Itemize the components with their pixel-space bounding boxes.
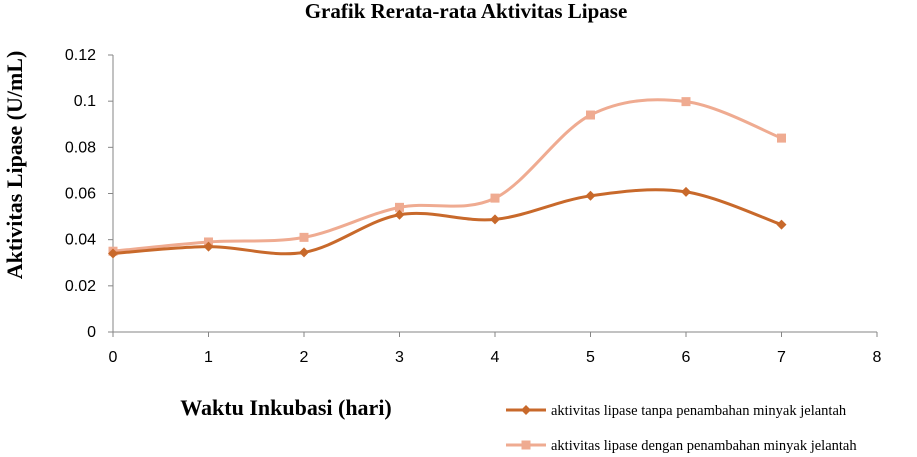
legend-marker bbox=[521, 405, 531, 415]
data-point bbox=[299, 232, 309, 242]
data-point bbox=[681, 186, 691, 197]
tick-labels: 0 0.02 0.04 0.06 0.08 0.1 0.12 0 1 2 3 4 5 6 7 8 bbox=[65, 47, 882, 366]
series-line bbox=[112, 188, 782, 256]
legend-marker bbox=[521, 440, 531, 450]
y-tick-label: 0.08 bbox=[65, 139, 96, 156]
data-point bbox=[585, 190, 596, 201]
y-tick-label: 0.1 bbox=[74, 93, 96, 110]
data-point bbox=[203, 241, 214, 252]
data-point bbox=[681, 97, 691, 107]
y-tick-label: 0.02 bbox=[65, 278, 96, 295]
y-tick-label: 0.06 bbox=[65, 186, 96, 203]
axes bbox=[108, 54, 878, 337]
data-point bbox=[776, 219, 787, 230]
y-tick-label: 0.12 bbox=[65, 47, 96, 64]
series-2 bbox=[108, 97, 786, 256]
y-axis-title: Aktivitas Lipase (U/mL) bbox=[2, 51, 27, 280]
data-point bbox=[299, 247, 309, 258]
x-axis-title: Waktu Inkubasi (hari) bbox=[180, 395, 392, 420]
series-line bbox=[112, 98, 783, 253]
x-tick-label: 3 bbox=[395, 349, 404, 366]
legend-item-1: aktivitas lipase tanpa penambahan minyak… bbox=[506, 403, 847, 419]
series-1 bbox=[108, 186, 787, 259]
x-tick-label: 1 bbox=[204, 349, 213, 366]
y-tick-label: 0.04 bbox=[65, 232, 96, 249]
legend-label: aktivitas lipase tanpa penambahan minyak… bbox=[551, 403, 847, 419]
x-tick-label: 7 bbox=[777, 349, 786, 366]
y-tick-label: 0 bbox=[87, 324, 96, 341]
x-tick-label: 0 bbox=[109, 349, 118, 366]
data-point bbox=[395, 202, 404, 212]
data-point bbox=[586, 110, 595, 120]
data-point bbox=[490, 193, 500, 203]
x-tick-label: 5 bbox=[586, 349, 595, 366]
legend-item-2: aktivitas lipase dengan penambahan minya… bbox=[506, 438, 857, 454]
chart-title: Grafik Rerata-rata Aktivitas Lipase bbox=[305, 0, 628, 23]
series-layer bbox=[108, 97, 787, 259]
data-point bbox=[490, 214, 500, 225]
data-point bbox=[394, 209, 405, 220]
legend-label: aktivitas lipase dengan penambahan minya… bbox=[551, 438, 857, 454]
x-tick-label: 2 bbox=[300, 349, 309, 366]
data-point bbox=[108, 248, 118, 259]
data-point bbox=[777, 133, 786, 143]
x-tick-label: 4 bbox=[491, 349, 500, 366]
x-tick-label: 6 bbox=[682, 349, 691, 366]
x-tick-label: 8 bbox=[873, 349, 882, 366]
legend: aktivitas lipase tanpa penambahan minyak… bbox=[506, 403, 857, 454]
